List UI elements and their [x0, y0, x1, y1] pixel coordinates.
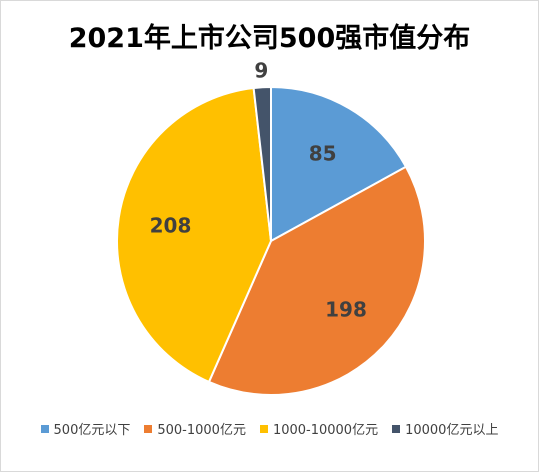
- legend: 500亿元以下 500-1000亿元 1000-10000亿元 10000亿元以…: [1, 419, 538, 438]
- slice-500-1000: [207, 165, 426, 396]
- chart-title: 2021年上市公司500强市值分布: [68, 23, 471, 54]
- legend-label: 1000-10000亿元: [272, 423, 379, 438]
- legend-label: 500-1000亿元: [157, 423, 246, 438]
- legend-swatch-below-500: [40, 424, 49, 433]
- legend-item-below-500: 500亿元以下: [40, 419, 131, 438]
- data-label-500-1000: 198: [325, 298, 367, 322]
- pie-slices: [116, 85, 426, 396]
- pie-data-labels: 85 198 208 9: [150, 58, 367, 321]
- legend-item-1000-10000: 1000-10000亿元: [259, 419, 379, 438]
- legend-swatch-500-1000: [144, 424, 153, 433]
- legend-label: 500亿元以下: [53, 423, 131, 438]
- data-label-above-10000: 9: [254, 58, 268, 82]
- slice-above-10000: [252, 85, 272, 242]
- legend-swatch-1000-10000: [259, 424, 268, 433]
- legend-item-500-1000: 500-1000亿元: [144, 419, 246, 438]
- data-label-1000-10000: 208: [150, 214, 192, 238]
- legend-swatch-above-10000: [392, 424, 401, 433]
- slice-1000-10000: [116, 86, 273, 384]
- legend-item-above-10000: 10000亿元以上: [392, 419, 498, 438]
- data-label-below-500: 85: [309, 142, 337, 166]
- slice-below-500: [270, 85, 408, 243]
- legend-label: 10000亿元以上: [405, 423, 499, 438]
